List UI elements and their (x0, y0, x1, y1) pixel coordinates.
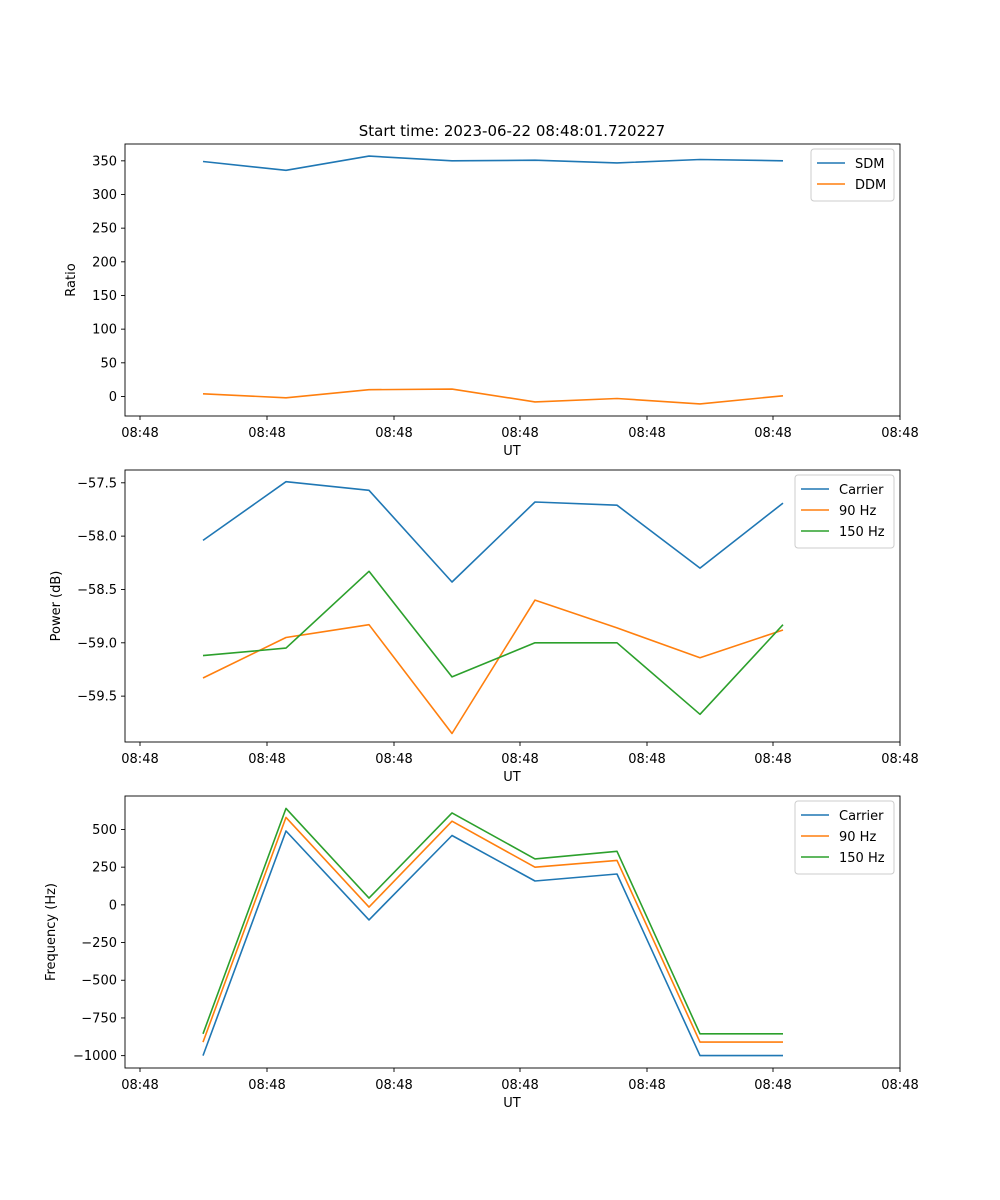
y-tick-label: −750 (81, 1011, 117, 1026)
x-tick-label: 08:48 (754, 426, 791, 441)
x-tick-label: 08:48 (375, 752, 412, 767)
y-tick-label: −1000 (73, 1049, 117, 1064)
y-tick-label: 50 (100, 356, 117, 371)
y-axis-label: Power (dB) (49, 571, 64, 642)
x-axis-label: UT (503, 1096, 521, 1111)
x-tick-label: 08:48 (248, 752, 285, 767)
axes-frame (124, 795, 901, 1069)
y-tick-label: 250 (92, 222, 117, 237)
series-line-ddm (202, 388, 784, 405)
chart-panel-3: −1000 −750 −500 −250 0 250 500 08:48 08:48 08:48 0… (44, 795, 919, 1111)
legend-entry: 150 Hz (839, 525, 885, 540)
y-axis-label: Frequency (Hz) (44, 883, 59, 981)
y-tick-label: 500 (92, 823, 117, 838)
series-line-90-hz (202, 599, 784, 735)
x-tick-label: 08:48 (501, 1078, 538, 1093)
legend-entry: Carrier (839, 483, 884, 498)
x-tick-label: 08:48 (881, 752, 918, 767)
legend-entry: SDM (855, 157, 884, 172)
legend: SDM DDM (810, 148, 895, 202)
legend-entry: 150 Hz (839, 851, 885, 866)
legend-entry: DDM (855, 178, 886, 193)
x-tick-label: 08:48 (121, 752, 158, 767)
chart-panel-1: 0 50 100 150 200 250 300 350 08:48 08:48 08:48 08:4… (64, 143, 919, 459)
series-line-carrier (202, 480, 784, 583)
y-tick-label: 350 (92, 154, 117, 169)
chart-panels: 0 50 100 150 200 250 300 350 08:48 08:48 08:48 08:4… (44, 143, 919, 1111)
x-tick-label: 08:48 (754, 752, 791, 767)
legend-entry: 90 Hz (839, 830, 876, 845)
y-tick-label: −57.5 (77, 476, 117, 491)
series-line-carrier (202, 830, 783, 1057)
y-tick-label: 150 (92, 289, 117, 304)
axes-frame (124, 143, 901, 417)
legend-frame (794, 474, 895, 549)
y-tick-label: 200 (92, 255, 117, 270)
x-tick-label: 08:48 (881, 1078, 918, 1093)
legend-entry: Carrier (839, 809, 884, 824)
y-tick-label: 0 (109, 898, 117, 913)
figure-title: Start time: 2023-06-22 08:48:01.720227 (359, 122, 665, 140)
x-tick-label: 08:48 (754, 1078, 791, 1093)
x-tick-label: 08:48 (881, 426, 918, 441)
y-tick-label: 0 (109, 390, 117, 405)
x-axis-label: UT (503, 770, 521, 785)
x-tick-label: 08:48 (121, 1078, 158, 1093)
y-tick-label: −59.0 (77, 636, 117, 651)
y-tick-label: 300 (92, 188, 117, 203)
y-tick-label: 250 (92, 861, 117, 876)
x-tick-label: 08:48 (121, 426, 158, 441)
x-tick-label: 08:48 (628, 1078, 665, 1093)
y-tick-label: −58.5 (77, 583, 117, 598)
y-tick-label: −59.5 (77, 690, 117, 705)
x-tick-label: 08:48 (501, 426, 538, 441)
y-tick-label: −500 (81, 974, 117, 989)
x-tick-label: 08:48 (248, 426, 285, 441)
x-tick-label: 08:48 (628, 426, 665, 441)
series-line-150-hz (202, 570, 784, 716)
series-line-150-hz (202, 807, 783, 1035)
x-tick-label: 08:48 (375, 426, 412, 441)
y-tick-label: 100 (92, 323, 117, 338)
y-tick-label: −250 (81, 936, 117, 951)
y-axis-label: Ratio (64, 263, 79, 296)
x-tick-label: 08:48 (501, 752, 538, 767)
series-line-sdm (202, 155, 784, 172)
legend-frame (810, 148, 895, 202)
x-axis-label: UT (503, 444, 521, 459)
axes-frame (124, 469, 901, 743)
x-tick-label: 08:48 (375, 1078, 412, 1093)
chart-panel-2: −59.5 −59.0 −58.5 −58.0 −57.5 08:48 08:48 08:48… (49, 469, 919, 785)
legend: Carrier 90 Hz 150 Hz (794, 800, 895, 875)
series-line-90-hz (202, 816, 783, 1043)
legend: Carrier 90 Hz 150 Hz (794, 474, 895, 549)
x-tick-label: 08:48 (248, 1078, 285, 1093)
x-tick-label: 08:48 (628, 752, 665, 767)
y-tick-label: −58.0 (77, 530, 117, 545)
legend-frame (794, 800, 895, 875)
legend-entry: 90 Hz (839, 504, 876, 519)
